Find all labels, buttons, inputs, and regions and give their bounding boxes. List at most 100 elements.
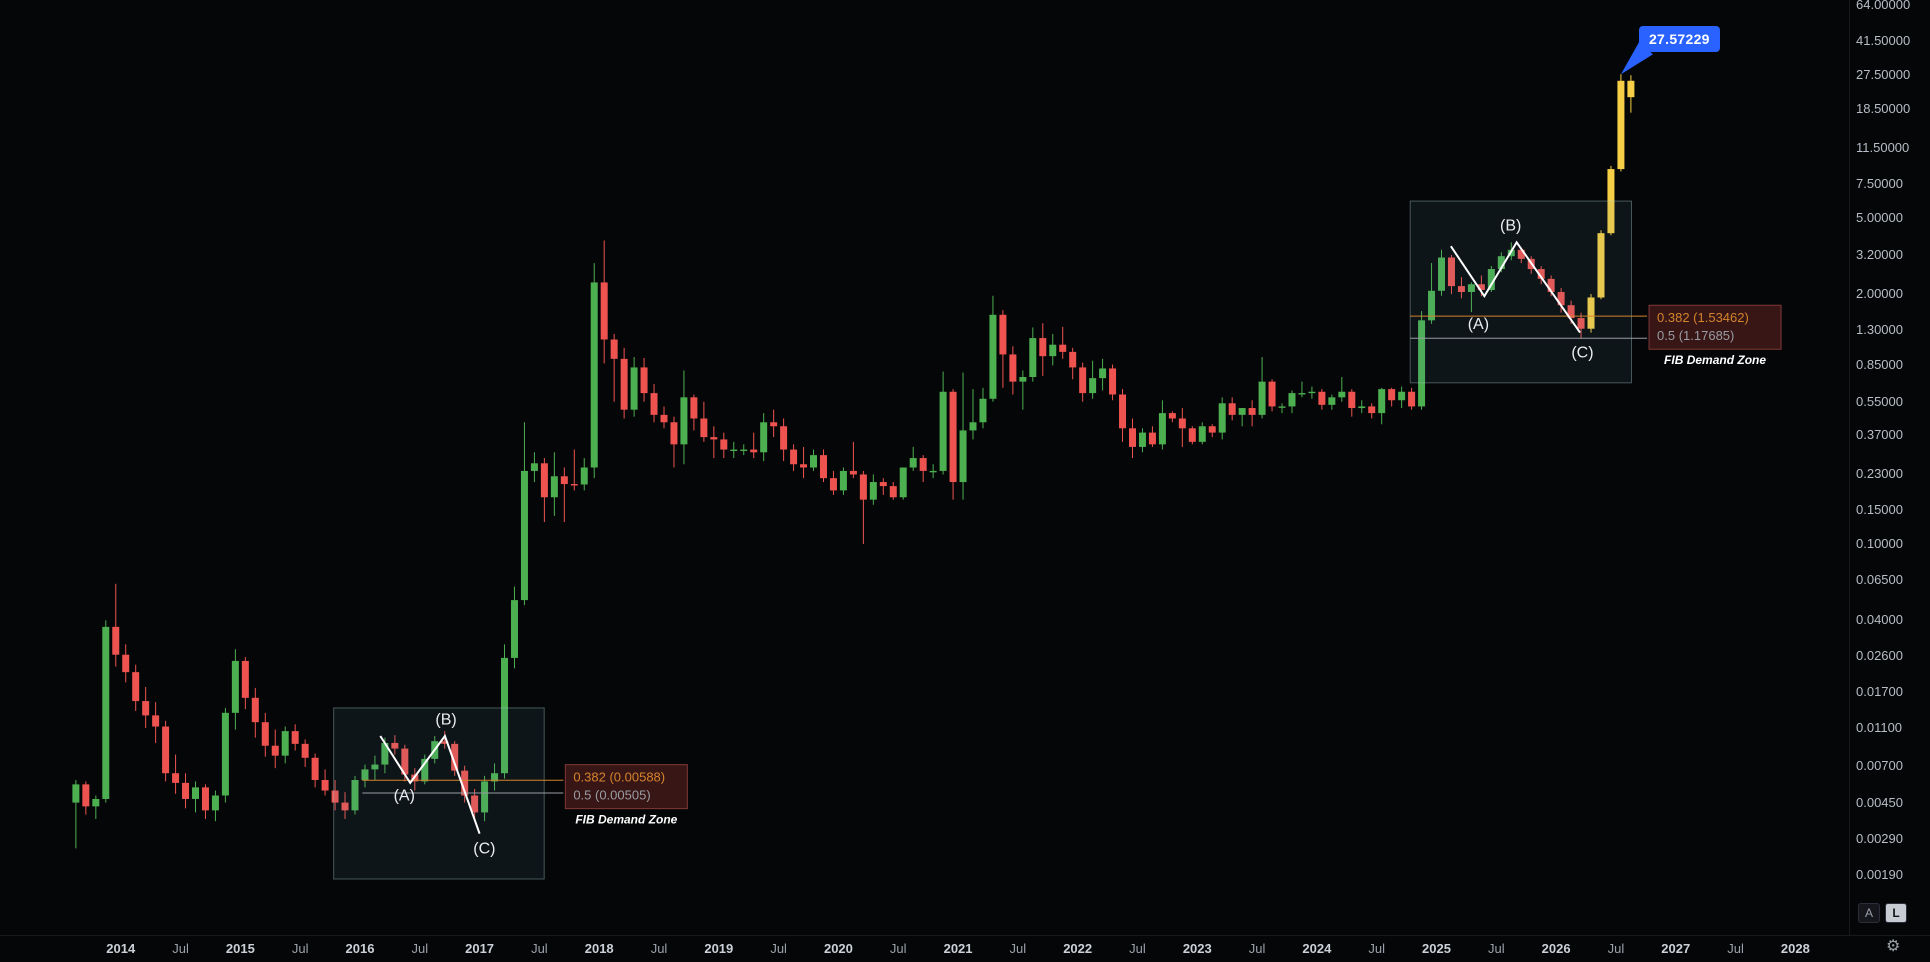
axis-settings-gear-icon[interactable]: ⚙ (1886, 938, 1901, 955)
candle[interactable] (1607, 165, 1615, 236)
candle[interactable] (1388, 387, 1396, 407)
candle[interactable] (1447, 254, 1455, 295)
candle[interactable] (241, 656, 249, 710)
candle[interactable] (819, 449, 827, 483)
candle[interactable] (1268, 379, 1276, 412)
candle[interactable] (730, 441, 738, 459)
candle[interactable] (271, 729, 279, 769)
candle[interactable] (879, 478, 887, 495)
candle[interactable] (780, 418, 788, 462)
candle[interactable] (211, 790, 219, 822)
candle[interactable] (1218, 397, 1226, 440)
candle[interactable] (650, 384, 658, 423)
candle[interactable] (471, 788, 479, 822)
candle[interactable] (1049, 333, 1057, 366)
candle[interactable] (251, 687, 259, 738)
auto-scale-button[interactable]: A (1858, 903, 1880, 923)
candle[interactable] (570, 449, 578, 491)
candle[interactable] (371, 755, 379, 781)
candle[interactable] (909, 446, 917, 471)
candle[interactable] (670, 416, 678, 468)
candle[interactable] (969, 389, 977, 440)
candle[interactable] (261, 712, 269, 757)
candle[interactable] (630, 357, 638, 417)
candle[interactable] (461, 765, 469, 803)
candle[interactable] (1258, 357, 1266, 419)
candle[interactable] (1208, 424, 1216, 438)
candle[interactable] (899, 467, 907, 500)
candle[interactable] (600, 240, 608, 364)
abc-zigzag[interactable] (1450, 240, 1581, 334)
candle[interactable] (710, 426, 718, 459)
candle[interactable] (102, 620, 110, 803)
candle[interactable] (770, 409, 778, 438)
candle[interactable] (162, 720, 170, 782)
candle[interactable] (1278, 403, 1286, 414)
candle[interactable] (1627, 75, 1635, 113)
candle[interactable] (441, 731, 449, 749)
candle[interactable] (1009, 346, 1017, 395)
candle[interactable] (1059, 326, 1067, 359)
candle[interactable] (341, 792, 349, 819)
time-axis[interactable]: 2014 Jul 2015 Jul 2016 Jul 2017 Jul 2018 Jul 2019 J… (0, 935, 1930, 962)
candle[interactable] (1428, 263, 1436, 324)
candle[interactable] (1398, 386, 1406, 409)
candle[interactable] (1039, 323, 1047, 376)
candle[interactable] (610, 333, 618, 402)
candle[interactable] (1138, 428, 1146, 453)
candle[interactable] (1308, 386, 1316, 399)
candle[interactable] (1298, 381, 1306, 398)
candle[interactable] (829, 470, 837, 495)
candle[interactable] (580, 458, 588, 491)
candle[interactable] (859, 470, 867, 544)
fib-label-box[interactable]: 0.382 (0.00588) 0.5 (0.00505) FIB Demand Z… (564, 764, 688, 827)
abc-zigzag[interactable] (379, 733, 481, 835)
candle[interactable] (1178, 408, 1186, 447)
candle[interactable] (939, 371, 947, 475)
candle[interactable] (869, 474, 877, 505)
candle[interactable] (690, 394, 698, 431)
pattern-box[interactable] (1409, 200, 1632, 384)
candle[interactable] (1418, 311, 1426, 410)
candle[interactable] (1457, 277, 1465, 299)
candle[interactable] (1338, 376, 1346, 402)
candle[interactable] (590, 263, 598, 479)
candle[interactable] (1128, 418, 1136, 459)
candle[interactable] (949, 389, 957, 500)
candle[interactable] (550, 452, 558, 516)
candle[interactable] (1029, 327, 1037, 382)
candle[interactable] (1198, 422, 1206, 445)
candle[interactable] (192, 781, 200, 813)
candle[interactable] (919, 455, 927, 483)
candle[interactable] (560, 467, 568, 523)
candle[interactable] (311, 753, 319, 788)
candle[interactable] (1487, 266, 1495, 293)
candle[interactable] (1408, 387, 1416, 410)
candle[interactable] (182, 773, 190, 809)
candle[interactable] (1168, 411, 1176, 423)
candle[interactable] (1288, 390, 1296, 414)
candle[interactable] (790, 444, 798, 471)
candle[interactable] (201, 784, 209, 819)
candle[interactable] (72, 780, 80, 849)
candle[interactable] (1109, 364, 1117, 401)
candle[interactable] (520, 422, 528, 606)
candle[interactable] (620, 347, 628, 419)
candle[interactable] (1228, 397, 1236, 421)
candle[interactable] (740, 444, 748, 456)
candle[interactable] (640, 357, 648, 402)
candle[interactable] (839, 467, 847, 495)
candle[interactable] (760, 413, 768, 462)
candle[interactable] (720, 432, 728, 459)
candle[interactable] (680, 370, 688, 465)
candle[interactable] (132, 664, 140, 711)
candle[interactable] (281, 726, 289, 764)
candle[interactable] (999, 310, 1007, 388)
candle[interactable] (1248, 400, 1256, 427)
candle[interactable] (1348, 389, 1356, 417)
candle[interactable] (1597, 230, 1605, 300)
candle[interactable] (1119, 389, 1127, 442)
candle[interactable] (221, 707, 229, 803)
candle[interactable] (491, 763, 499, 791)
